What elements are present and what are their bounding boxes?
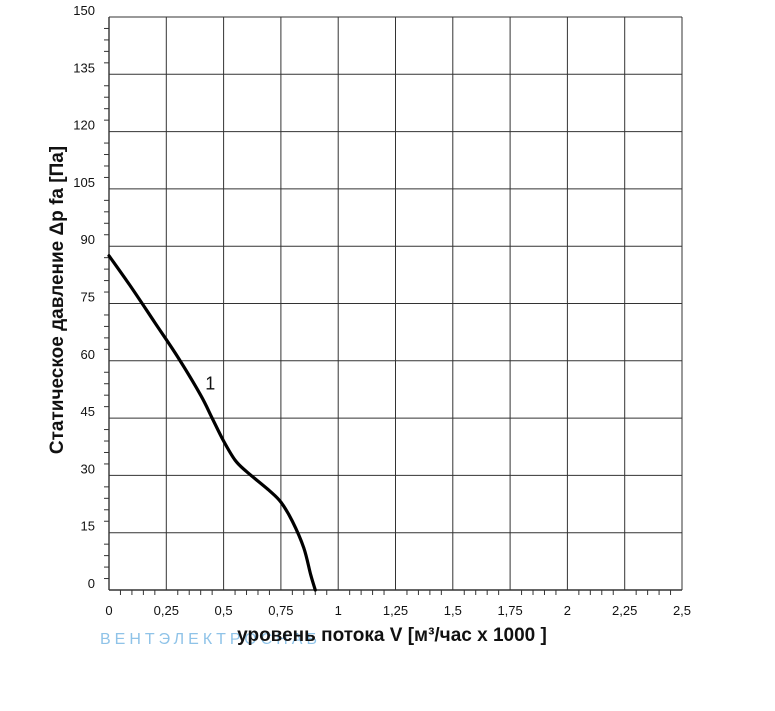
y-tick-label: 60 bbox=[81, 347, 95, 362]
x-tick-label: 2,25 bbox=[612, 603, 637, 618]
series-label: 1 bbox=[205, 373, 215, 393]
watermark: ВЕНТЭЛЕКТРОСНАБ bbox=[100, 631, 321, 648]
x-tick-labels: 0 0,25 0,5 0,75 1 1,25 1,5 1,75 2 2,25 2,5 bbox=[105, 603, 691, 618]
y-tick-label: 105 bbox=[73, 175, 95, 190]
x-tick-label: 1,75 bbox=[497, 603, 522, 618]
x-axis-title: уровень потока V [м³/час x 1000 ] bbox=[237, 625, 547, 646]
x-tick-label: 2,5 bbox=[673, 603, 691, 618]
y-tick-label: 150 bbox=[73, 3, 95, 18]
x-tick-label: 0 bbox=[105, 603, 112, 618]
series-line bbox=[107, 254, 317, 592]
x-tick-label: 1 bbox=[335, 603, 342, 618]
grid bbox=[108, 16, 683, 591]
x-tick-label: 1,25 bbox=[383, 603, 408, 618]
x-tick-label: 2 bbox=[564, 603, 571, 618]
y-tick-label: 15 bbox=[81, 519, 95, 534]
y-tick-labels: 0 15 30 45 60 75 90 105 120 135 150 bbox=[73, 3, 95, 591]
y-tick-label: 75 bbox=[81, 290, 95, 305]
x-tick-label: 0,5 bbox=[215, 603, 233, 618]
minor-ticks bbox=[104, 27, 672, 595]
y-tick-label: 45 bbox=[81, 404, 95, 419]
x-tick-label: 0,25 bbox=[154, 603, 179, 618]
x-tick-label: 1,5 bbox=[444, 603, 462, 618]
series: 1 bbox=[107, 254, 317, 592]
x-tick-label: 0,75 bbox=[268, 603, 293, 618]
y-tick-label: 135 bbox=[73, 60, 95, 75]
y-tick-label: 90 bbox=[81, 232, 95, 247]
y-tick-label: 30 bbox=[81, 461, 95, 476]
y-tick-label: 0 bbox=[88, 576, 95, 591]
y-tick-label: 120 bbox=[73, 118, 95, 133]
y-axis-title: Статическое давление Δp fa [Па] bbox=[47, 146, 68, 454]
